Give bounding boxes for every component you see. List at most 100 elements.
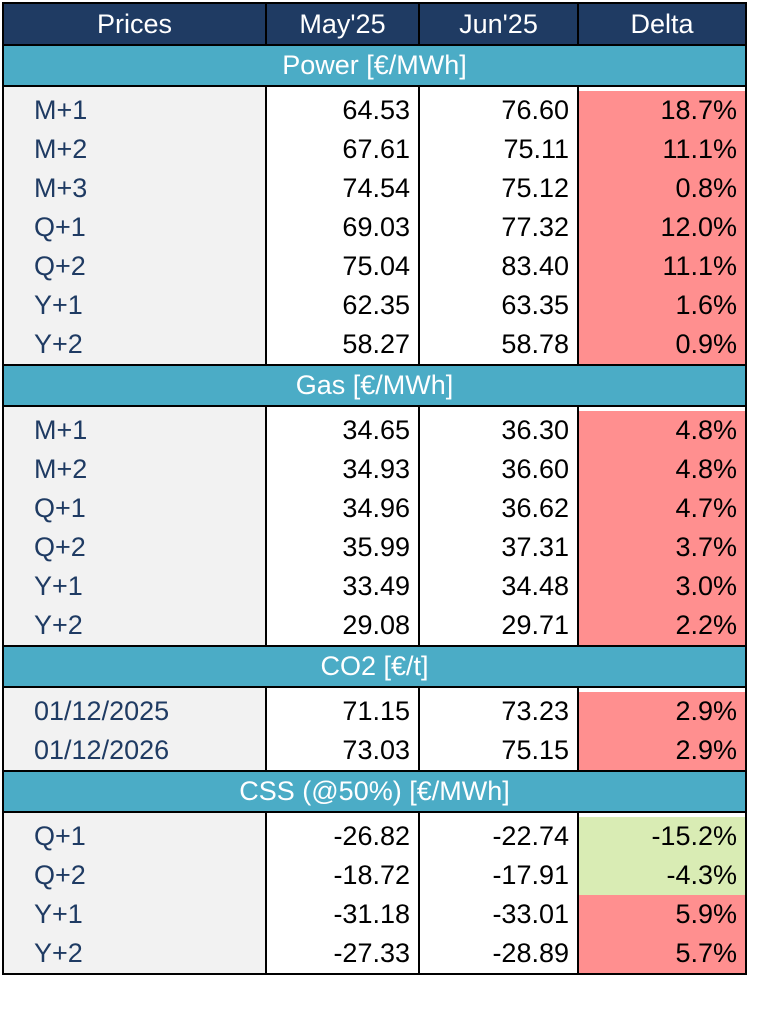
jun-value: 58.78 (418, 325, 579, 366)
header-row: Prices May'25 Jun'25 Delta (2, 2, 747, 46)
delta-value: 5.7% (577, 934, 747, 975)
row-label: M+3 (2, 169, 267, 208)
delta-value: -15.2% (577, 817, 747, 856)
jun-value: -33.01 (418, 895, 579, 934)
jun-value: 73.23 (418, 692, 579, 731)
may-value: 34.93 (265, 450, 420, 489)
row-label: M+1 (2, 91, 267, 130)
row-label: Y+2 (2, 934, 267, 975)
delta-value: 11.1% (577, 130, 747, 169)
jun-value: 34.48 (418, 567, 579, 606)
spacer-cell (577, 406, 747, 411)
delta-value: 0.9% (577, 325, 747, 366)
section-header-row: Gas [€/MWh] (2, 364, 747, 407)
table-row: Y+2 58.27 58.78 0.9% (2, 325, 747, 366)
table-row: Y+1 33.49 34.48 3.0% (2, 567, 747, 606)
row-label: Q+2 (2, 528, 267, 567)
spacer-row (2, 687, 747, 692)
spacer-cell (265, 687, 420, 692)
spacer-cell (418, 406, 579, 411)
spacer-row (2, 406, 747, 411)
jun-value: 75.12 (418, 169, 579, 208)
spacer-cell (2, 406, 267, 411)
table-row: M+1 64.53 76.60 18.7% (2, 91, 747, 130)
may-value: 29.08 (265, 606, 420, 647)
row-label: Y+2 (2, 325, 267, 366)
row-label: Y+1 (2, 567, 267, 606)
spacer-cell (265, 812, 420, 817)
jun-value: -17.91 (418, 856, 579, 895)
delta-value: 0.8% (577, 169, 747, 208)
may-value: 67.61 (265, 130, 420, 169)
table-row: Q+1 69.03 77.32 12.0% (2, 208, 747, 247)
spacer-cell (577, 812, 747, 817)
spacer-cell (418, 687, 579, 692)
table-row: Y+1 -31.18 -33.01 5.9% (2, 895, 747, 934)
may-value: 71.15 (265, 692, 420, 731)
spacer-cell (418, 812, 579, 817)
jun-value: 36.62 (418, 489, 579, 528)
delta-value: 1.6% (577, 286, 747, 325)
may-value: 58.27 (265, 325, 420, 366)
may-value: -26.82 (265, 817, 420, 856)
section-header-row: CSS (@50%) [€/MWh] (2, 770, 747, 813)
may-value: 35.99 (265, 528, 420, 567)
row-label: Q+2 (2, 856, 267, 895)
table-row: Y+2 29.08 29.71 2.2% (2, 606, 747, 647)
spacer-cell (577, 687, 747, 692)
table-row: Q+2 -18.72 -17.91 -4.3% (2, 856, 747, 895)
section-header-row: CO2 [€/t] (2, 645, 747, 688)
jun-value: 36.30 (418, 411, 579, 450)
row-label: Q+2 (2, 247, 267, 286)
section-title: Gas [€/MWh] (2, 364, 747, 407)
section-header-row: Power [€/MWh] (2, 44, 747, 87)
jun-value: 37.31 (418, 528, 579, 567)
delta-value: 4.8% (577, 411, 747, 450)
row-label: 01/12/2025 (2, 692, 267, 731)
table-row: Y+2 -27.33 -28.89 5.7% (2, 934, 747, 975)
row-label: 01/12/2026 (2, 731, 267, 772)
table-row: M+1 34.65 36.30 4.8% (2, 411, 747, 450)
may-value: -31.18 (265, 895, 420, 934)
row-label: Q+1 (2, 208, 267, 247)
spacer-row (2, 86, 747, 91)
delta-value: 2.2% (577, 606, 747, 647)
row-label: M+2 (2, 450, 267, 489)
spacer-cell (2, 812, 267, 817)
table-row: Q+1 34.96 36.62 4.7% (2, 489, 747, 528)
row-label: Y+1 (2, 895, 267, 934)
may-value: -27.33 (265, 934, 420, 975)
jun-value: 75.15 (418, 731, 579, 772)
row-label: Q+1 (2, 817, 267, 856)
header-jun: Jun'25 (418, 2, 579, 46)
table-row: Q+2 75.04 83.40 11.1% (2, 247, 747, 286)
delta-value: -4.3% (577, 856, 747, 895)
jun-value: 76.60 (418, 91, 579, 130)
section-title: CO2 [€/t] (2, 645, 747, 688)
may-value: 75.04 (265, 247, 420, 286)
delta-value: 4.8% (577, 450, 747, 489)
spacer-cell (418, 86, 579, 91)
prices-table-container: Prices May'25 Jun'25 Delta Power [€/MWh]… (2, 2, 747, 975)
row-label: Y+1 (2, 286, 267, 325)
row-label: Q+1 (2, 489, 267, 528)
delta-value: 4.7% (577, 489, 747, 528)
delta-value: 2.9% (577, 692, 747, 731)
section-title: CSS (@50%) [€/MWh] (2, 770, 747, 813)
prices-table: Prices May'25 Jun'25 Delta Power [€/MWh]… (2, 2, 747, 975)
header-delta: Delta (577, 2, 747, 46)
delta-value: 2.9% (577, 731, 747, 772)
delta-value: 18.7% (577, 91, 747, 130)
delta-value: 11.1% (577, 247, 747, 286)
may-value: 62.35 (265, 286, 420, 325)
table-row: 01/12/2025 71.15 73.23 2.9% (2, 692, 747, 731)
table-body: Power [€/MWh] M+1 64.53 76.60 18.7% M+2 67.61 7… (2, 44, 747, 975)
may-value: -18.72 (265, 856, 420, 895)
may-value: 34.65 (265, 411, 420, 450)
header-may: May'25 (265, 2, 420, 46)
section-title: Power [€/MWh] (2, 44, 747, 87)
spacer-cell (2, 86, 267, 91)
spacer-cell (265, 86, 420, 91)
jun-value: -22.74 (418, 817, 579, 856)
delta-value: 5.9% (577, 895, 747, 934)
